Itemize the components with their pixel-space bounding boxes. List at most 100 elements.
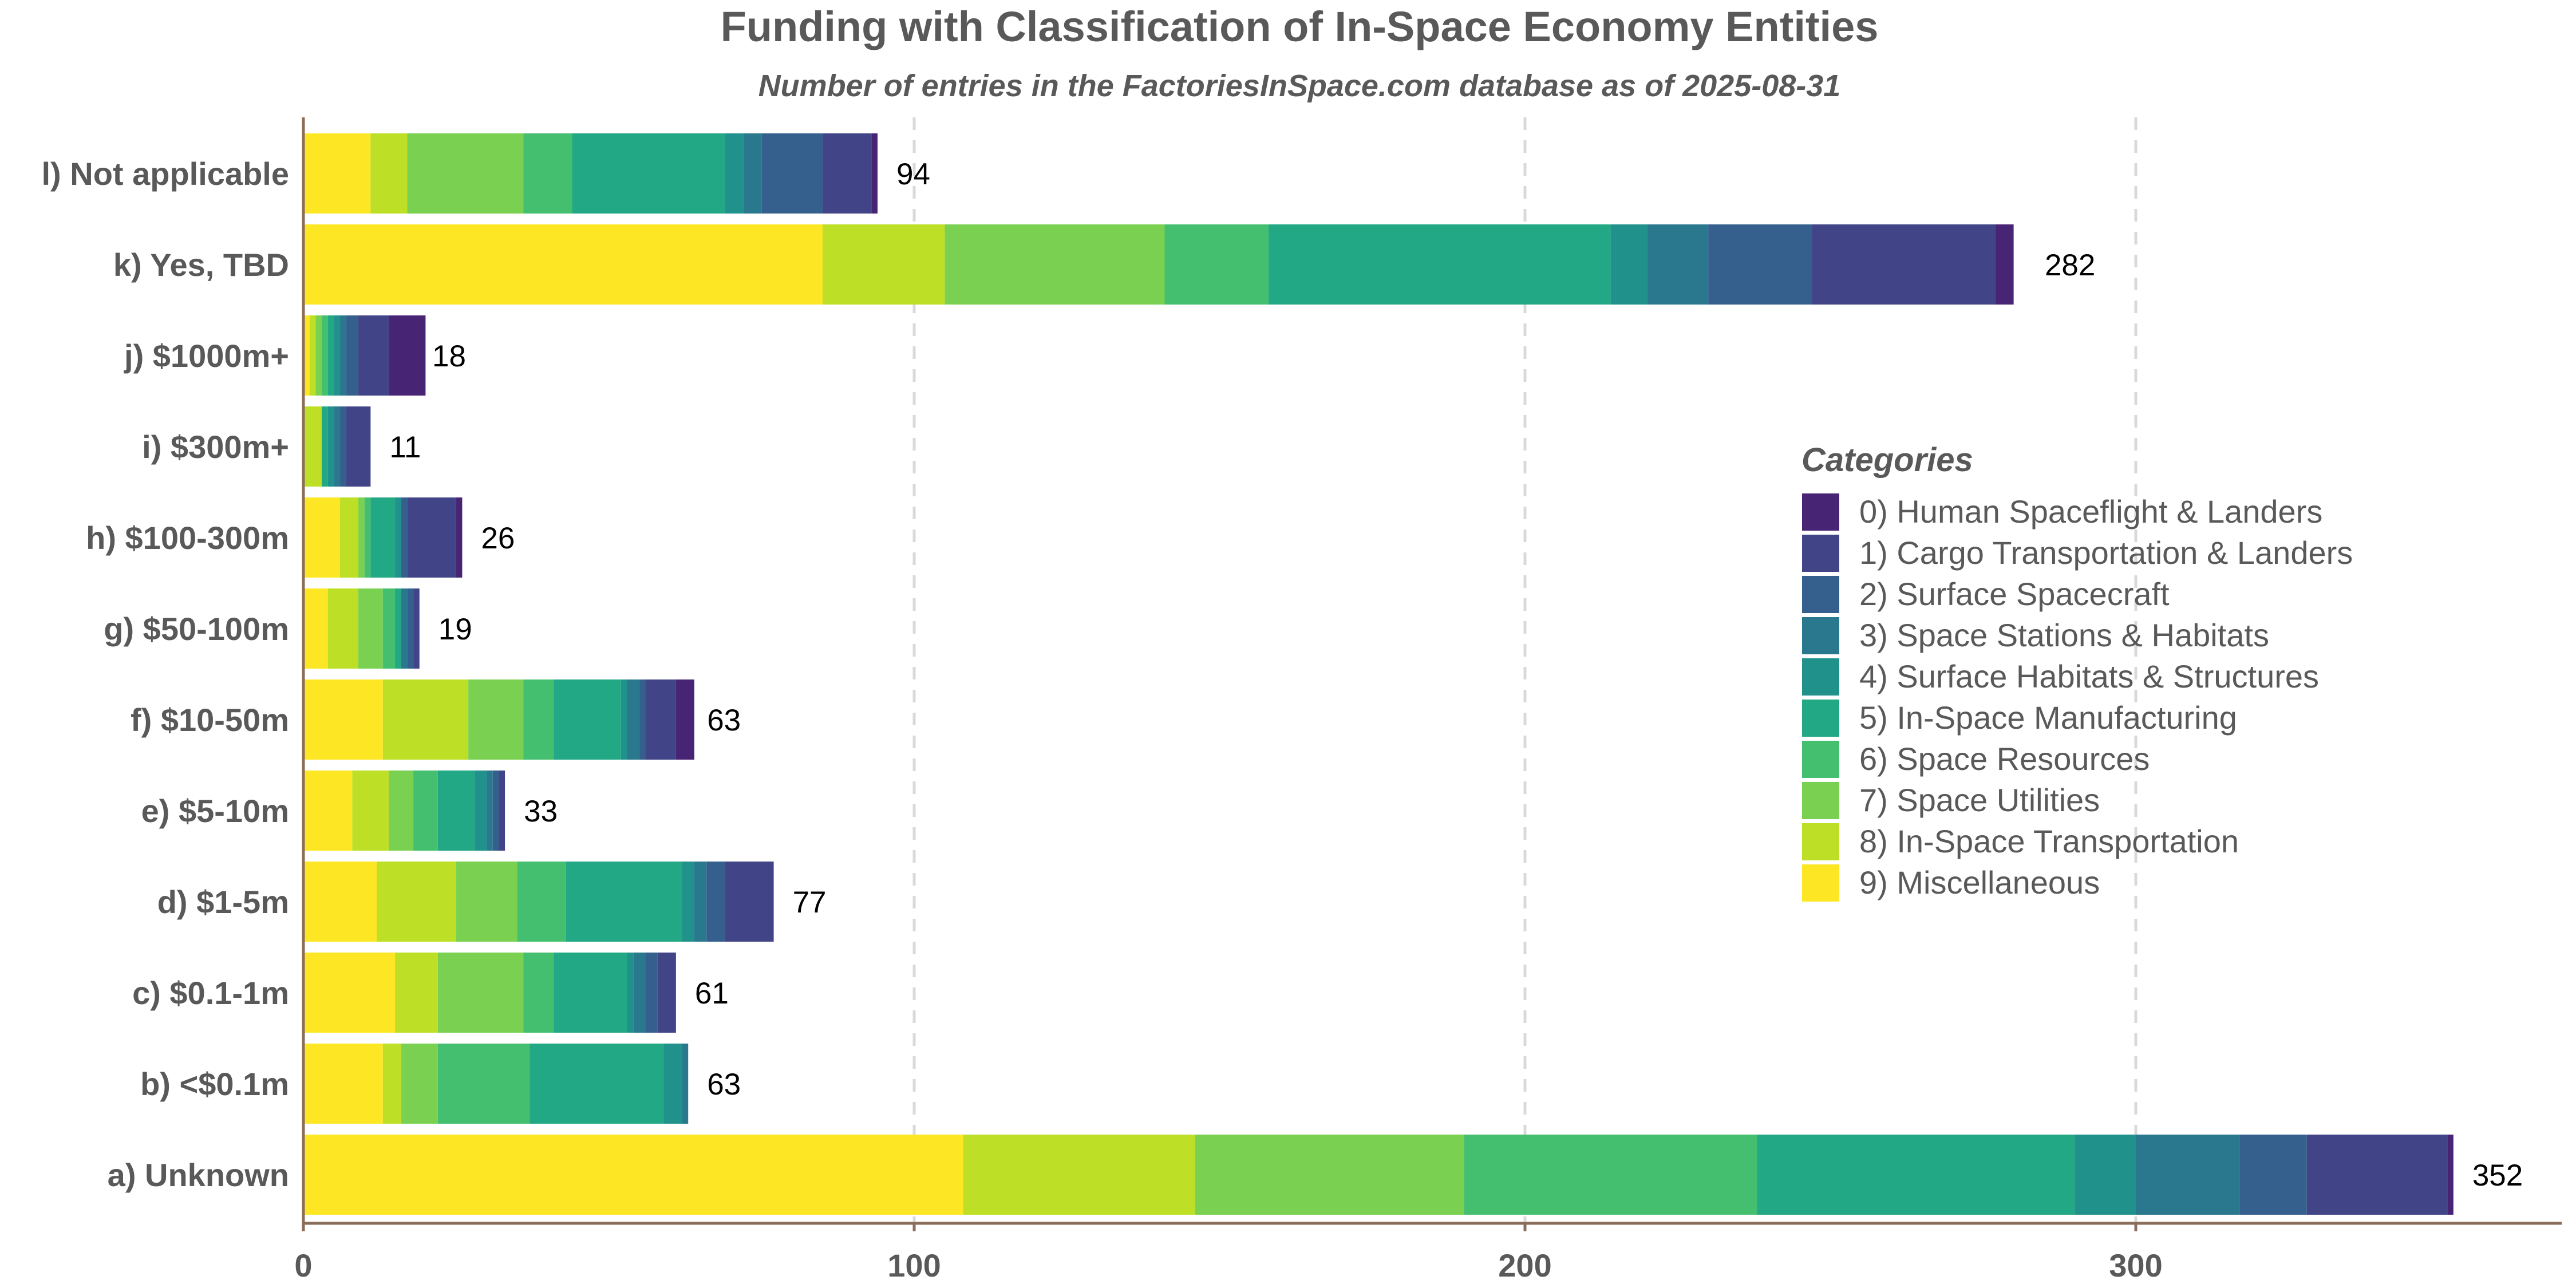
legend-swatch [1802, 823, 1839, 860]
bar-segment [2306, 1135, 2448, 1215]
bar-segment [663, 1044, 682, 1124]
legend-swatch [1802, 535, 1839, 572]
bar-segment [645, 679, 676, 760]
bar-segment [487, 771, 493, 851]
bar-segment [523, 679, 554, 760]
legend-label: 4) Surface Habitats & Structures [1859, 658, 2319, 694]
bar-segment [682, 862, 694, 942]
bar-segment [523, 953, 554, 1033]
bar-segment [327, 315, 334, 396]
bar-segment [675, 679, 694, 760]
bar-segment [346, 315, 359, 396]
legend-swatch [1802, 864, 1839, 902]
bars-group [303, 133, 2453, 1215]
bar-segment [725, 862, 774, 942]
bar-segment [407, 133, 524, 214]
bar-segment [1610, 224, 1647, 305]
bar-segment [382, 679, 469, 760]
bar-segment [401, 497, 408, 578]
bar-segment [572, 133, 725, 214]
bar-segment [303, 406, 322, 487]
total-label: 63 [707, 704, 741, 737]
category-label: j) $1000m+ [124, 338, 289, 374]
bar-segment [1464, 1135, 1757, 1215]
bar-segment [554, 953, 627, 1033]
bar-segment [303, 1044, 383, 1124]
bar-segment [627, 679, 639, 760]
bar-segment [639, 679, 646, 760]
bar-segment [1757, 1135, 2075, 1215]
bar-segment [682, 1044, 689, 1124]
chart-title: Funding with Classification of In-Space … [721, 3, 1879, 50]
bar-segment [1164, 224, 1269, 305]
legend-label: 5) In-Space Manufacturing [1859, 700, 2237, 736]
bar-segment [633, 953, 646, 1033]
total-label: 26 [481, 521, 515, 555]
bar-segment [322, 406, 328, 487]
bar-segment [377, 862, 456, 942]
legend-swatch [1802, 576, 1839, 613]
legend-label: 1) Cargo Transportation & Landers [1859, 535, 2353, 571]
bar-segment [657, 953, 676, 1033]
legend: Categories 0) Human Spaceflight & Lander… [1801, 441, 2353, 902]
bar-segment [706, 862, 725, 942]
legend-label: 0) Human Spaceflight & Landers [1859, 493, 2322, 530]
bar-segment [437, 1044, 530, 1124]
bar-segment [303, 953, 396, 1033]
category-label: a) Unknown [108, 1157, 289, 1193]
bar-segment [334, 315, 341, 396]
bar-segment [566, 862, 682, 942]
axes [302, 117, 2562, 1225]
total-label: 33 [524, 795, 558, 828]
legend-swatch [1802, 658, 1839, 696]
legend-swatch [1802, 700, 1839, 737]
category-label: d) $1-5m [157, 884, 289, 920]
bar-segment [382, 588, 396, 669]
total-label: 11 [389, 430, 421, 464]
x-tick-labels: 0 100 200 300 [294, 1223, 2163, 1283]
bar-segment [468, 679, 524, 760]
bar-segment [1195, 1135, 1464, 1215]
bar-segment [395, 497, 401, 578]
total-label: 18 [432, 339, 466, 373]
legend-label: 9) Miscellaneous [1859, 864, 2100, 900]
legend-label: 7) Space Utilities [1859, 782, 2100, 818]
bar-segment [2447, 1135, 2453, 1215]
category-label: h) $100-300m [86, 520, 289, 556]
category-label: e) $5-10m [141, 793, 289, 829]
total-label: 77 [793, 886, 827, 919]
bar-segment [645, 953, 658, 1033]
bar-segment [694, 862, 707, 942]
bar-segment [370, 133, 408, 214]
bar-segment [871, 133, 878, 214]
bar-segment [382, 1044, 401, 1124]
bar-segment [303, 862, 377, 942]
bar-segment [340, 315, 346, 396]
bar-segment [334, 406, 341, 487]
bar-segment [1812, 224, 1996, 305]
bar-segment [395, 953, 438, 1033]
bar-segment [627, 953, 634, 1033]
bar-segment [437, 953, 524, 1033]
bar-segment [413, 771, 438, 851]
bar-segment [407, 588, 414, 669]
x-tick-label: 100 [887, 1247, 941, 1283]
bar-segment [303, 679, 383, 760]
bar-segment [963, 1135, 1195, 1215]
bar-segment [322, 315, 328, 396]
bar-segment [389, 771, 414, 851]
bar-segment [346, 406, 371, 487]
category-label: l) Not applicable [42, 156, 290, 192]
bar-segment [352, 771, 389, 851]
bar-segment [2239, 1135, 2307, 1215]
category-label: i) $300m+ [142, 429, 289, 465]
bar-segment [2075, 1135, 2136, 1215]
bar-segment [492, 771, 499, 851]
x-tick-label: 0 [294, 1247, 312, 1283]
bar-segment [303, 133, 371, 214]
legend-label: 6) Space Resources [1859, 741, 2150, 777]
bar-segment [456, 862, 517, 942]
bar-segment [743, 133, 762, 214]
total-label: 352 [2472, 1159, 2523, 1192]
